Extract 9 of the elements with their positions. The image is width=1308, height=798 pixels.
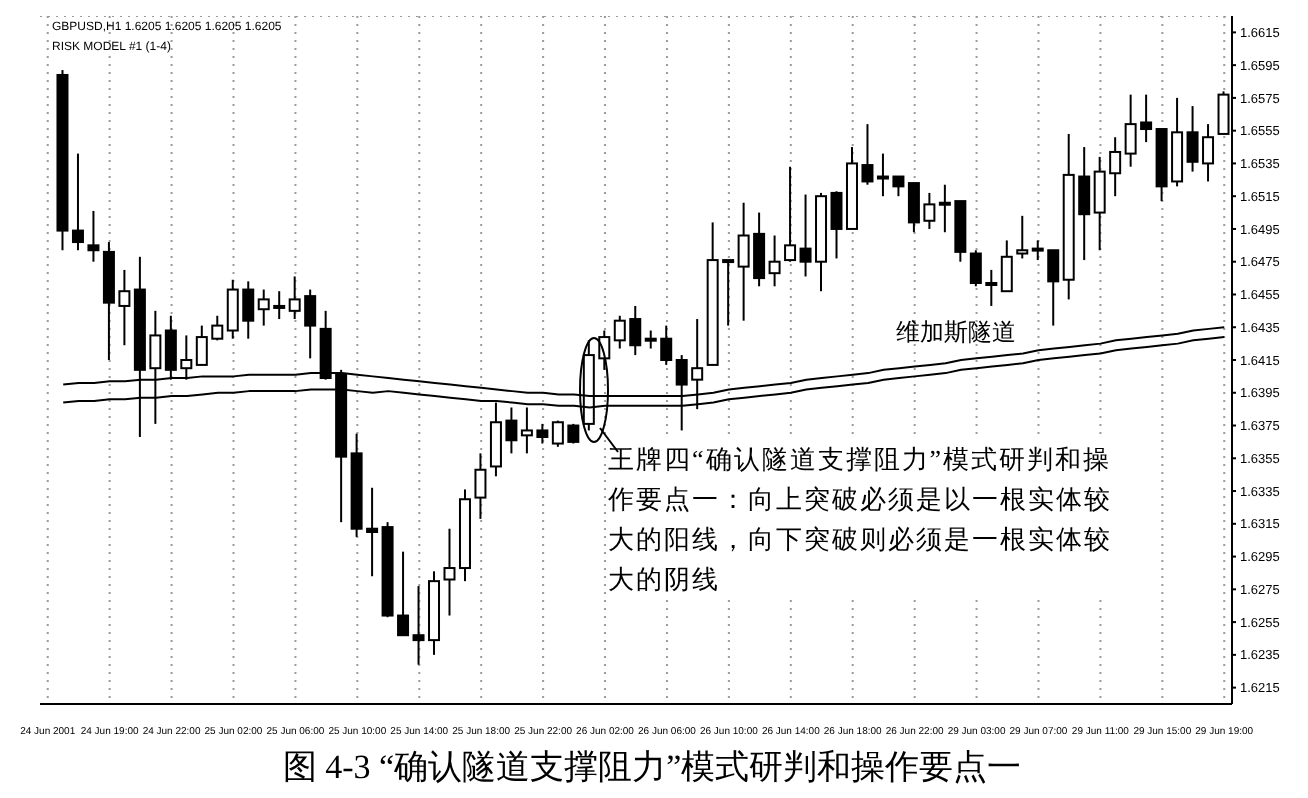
candlestick [1016,214,1029,260]
annotation: 维加斯隧道 [896,316,1016,350]
candlestick [71,152,84,252]
text: 图 4-3 “确认隧道支撑阻力”模式研判和操作要点一 [280,746,1024,790]
annotation: 王牌四“确认隧道支撑阻力”模式研判和操作要点一：向上突破必须是以一根实体较大的阳线，向下突破则必须是一根实体较大的阴线 [608,440,1132,600]
candlestick [784,165,797,263]
candlestick [1000,239,1013,293]
candlestick [87,209,100,263]
candlestick [768,234,781,288]
